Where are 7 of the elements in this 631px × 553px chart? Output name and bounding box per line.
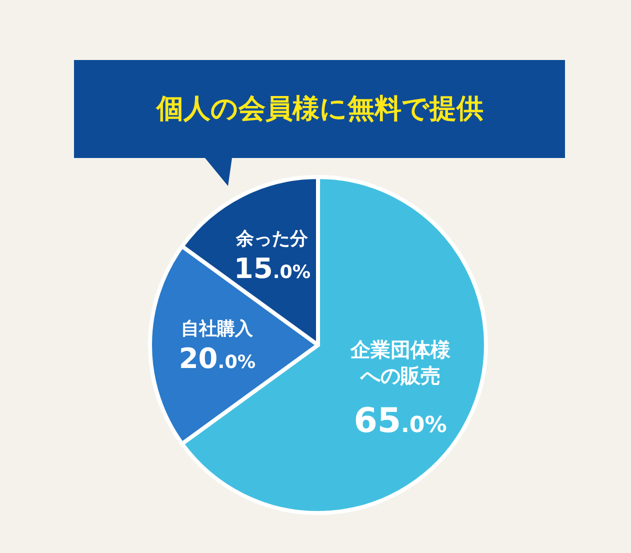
slice-label: 企業団体様への販売 (349, 337, 452, 388)
chart-title: 個人の会員様に無料で提供 (156, 94, 484, 124)
data-label: 65.0% (354, 400, 447, 441)
data-label: 20.0% (178, 342, 256, 375)
data-label: 15.0% (234, 252, 311, 285)
slice-label: 余った分 (235, 228, 310, 250)
slice-label: 自社購入 (181, 318, 254, 340)
